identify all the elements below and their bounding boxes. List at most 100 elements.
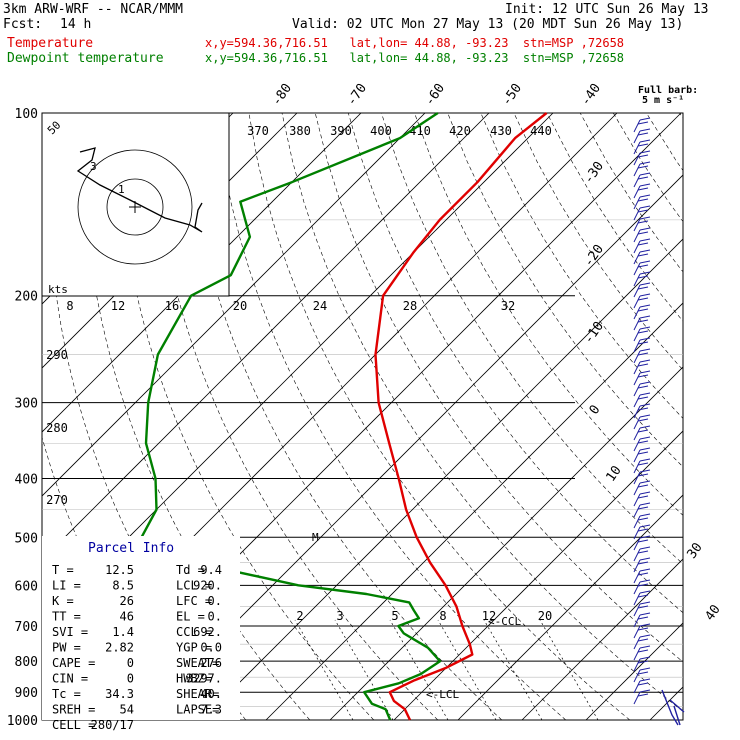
dry-adiabat [579, 113, 683, 273]
wind-barb-staff [633, 515, 641, 529]
pressure-label: 1000 [7, 714, 38, 729]
wind-barb-staff [633, 383, 641, 397]
parcel-info-cell: 54 [120, 703, 134, 717]
wind-barb [633, 601, 651, 617]
wind-barb [633, 326, 651, 342]
mixing-ratio-label: 12 [482, 609, 496, 623]
dry-adiabat [149, 113, 439, 720]
wind-barb-flag [639, 689, 651, 693]
wind-barb-flag [637, 154, 649, 158]
pressure-label: 400 [15, 472, 38, 487]
parcel-info-cell: 0. [208, 610, 222, 624]
wind-barb-flag [639, 403, 651, 407]
dry-adiabat [679, 113, 683, 119]
wind-barb-staff [633, 229, 641, 243]
wind-barb [633, 557, 651, 573]
wind-barb [633, 403, 651, 419]
wind-barb-staff [633, 295, 641, 309]
wind-barb [633, 447, 651, 463]
parcel-info-cell: YGP = [176, 641, 212, 655]
wind-barb-flag [637, 660, 649, 664]
legend-temperature-info: x,y=594.36,716.51 lat,lon= 44.88, -93.23… [205, 36, 625, 50]
isotherm-line [649, 686, 683, 720]
wind-barb [633, 282, 651, 298]
parcel-info-cell: SHEAR= [176, 687, 219, 701]
wind-barb-flag [637, 506, 649, 510]
wind-barb-flag [639, 183, 651, 187]
wind-barb-flag [637, 528, 649, 532]
wind-barb-flag [639, 601, 651, 605]
wind-barb-flag [637, 220, 649, 224]
wind-barb-flag [637, 308, 649, 312]
wind-barb-flag [639, 128, 651, 132]
wind-barb-flag [637, 198, 649, 202]
isotherm-label: -60 [422, 81, 448, 109]
wind-barb-staff [633, 570, 641, 584]
wind-barb [633, 183, 651, 199]
init-time: Init: 12 UTC Sun 26 May 13 [505, 2, 709, 17]
wind-barb-flag [637, 484, 649, 488]
theta-left-label: 270 [46, 493, 68, 507]
wind-barb [633, 260, 651, 276]
isotherm-label: -40 [578, 81, 604, 109]
wind-barb-flag [637, 297, 649, 301]
theta-label: 400 [370, 124, 392, 138]
isotherm-line [585, 622, 683, 720]
parcel-info-cell: 8.5 [112, 579, 134, 593]
wind-barb [633, 678, 651, 694]
dry-adiabat [713, 113, 740, 720]
wind-barb-staff [633, 306, 641, 320]
wind-barb-flag [639, 139, 651, 143]
wind-barb-flag [639, 568, 651, 572]
parcel-info-cell: SVI = [52, 625, 88, 639]
wind-barb [633, 150, 651, 166]
wind-barb-staff [633, 119, 641, 133]
wind-barb [633, 579, 651, 595]
wind-barb-flag [639, 194, 651, 198]
wind-barb-flag [637, 583, 649, 587]
dry-adiabat [281, 113, 683, 712]
pressure-label: 500 [15, 531, 38, 546]
speed-label: 32 [501, 299, 515, 313]
wind-barb-staff [633, 680, 641, 694]
wind-barb-staff [633, 658, 641, 672]
wind-barb-staff [633, 405, 641, 419]
ccl-label: <-CCL [488, 615, 521, 628]
wind-barb-staff [633, 482, 641, 496]
parcel-info-cell: CCL = [176, 625, 212, 639]
mixing-ratio-lines [294, 619, 599, 720]
wind-barb [633, 238, 651, 254]
wind-barb-flag [639, 150, 651, 154]
wind-barb [633, 623, 651, 639]
wind-barb-flag [637, 363, 649, 367]
wind-barb [633, 216, 651, 232]
wind-barb-flag [639, 249, 651, 253]
wind-barb-flag [639, 414, 651, 418]
wind-barb-flag [639, 502, 651, 506]
wind-barb-flag [639, 381, 651, 385]
wind-barb-flag [637, 187, 649, 191]
wind-barb [633, 227, 651, 243]
wind-barb [633, 392, 651, 408]
theta-label: 390 [330, 124, 352, 138]
isotherm-line [42, 113, 426, 497]
parcel-info-cell: Tc = [52, 687, 81, 701]
wind-barb-flag [637, 286, 649, 290]
theta-label: 440 [530, 124, 552, 138]
wind-barb-staff [633, 218, 641, 232]
wind-barb-flag [637, 275, 649, 279]
wind-barb-flag [639, 535, 651, 539]
parcel-info-cell: TT = [52, 610, 81, 624]
wind-barb [633, 161, 651, 177]
wind-barb-staff [633, 240, 641, 254]
wind-barb-staff [633, 460, 641, 474]
wind-barb-flag [637, 264, 649, 268]
wind-barb-flag [637, 374, 649, 378]
isotherm-line [393, 430, 683, 720]
wind-barb-staff [633, 625, 641, 639]
wind-barb-flag [639, 227, 651, 231]
wind-barb-flag [637, 121, 649, 125]
wind-barbs [633, 117, 685, 726]
wind-barb-flag [639, 634, 651, 638]
